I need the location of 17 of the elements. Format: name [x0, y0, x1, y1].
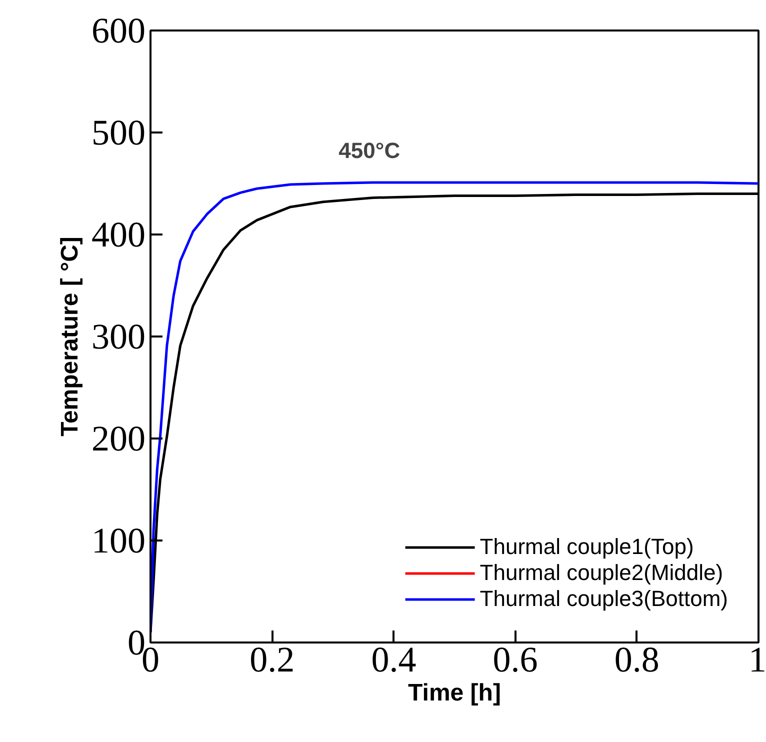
y-axis-title: Temperature [ °C]	[56, 236, 84, 436]
x-tick-label: 1	[748, 640, 766, 680]
x-tick-label: 0.6	[492, 640, 538, 680]
y-tick-label: 400	[92, 214, 146, 254]
y-tick-label: 600	[92, 10, 146, 50]
x-tick-label: 0.8	[614, 640, 660, 680]
legend-label: Thurmal couple1(Top)	[480, 534, 694, 560]
annotation: 450°C	[338, 138, 400, 164]
legend-label: Thurmal couple2(Middle)	[480, 560, 724, 586]
x-tick-label: 0.4	[371, 640, 416, 680]
y-tick-label: 100	[92, 520, 146, 560]
y-tick-label: 200	[92, 418, 146, 458]
y-tick-label: 300	[92, 316, 146, 356]
x-tick-label: 0.2	[250, 640, 295, 680]
legend-label: Thurmal couple3(Bottom)	[480, 586, 728, 612]
y-tick-label: 500	[92, 112, 146, 152]
x-axis-title: Time [h]	[408, 680, 501, 706]
